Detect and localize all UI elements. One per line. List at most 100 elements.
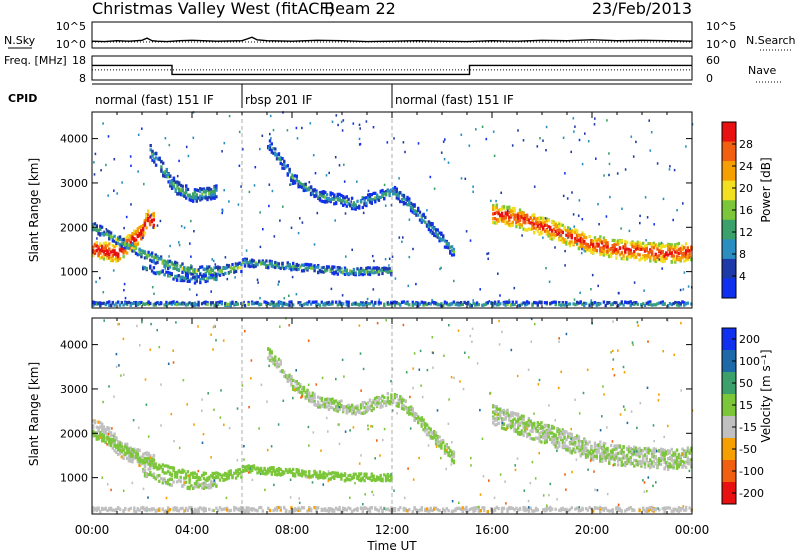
scatter-cell: [294, 474, 296, 477]
scatter-cell: [157, 224, 159, 226]
scatter-cell: [367, 298, 369, 300]
scatter-cell: [635, 256, 637, 259]
scatter-cell: [431, 299, 433, 301]
scatter-cell: [235, 262, 237, 264]
scatter-cell: [573, 117, 575, 119]
scatter-cell: [598, 223, 600, 225]
scatter-cell: [292, 276, 294, 278]
scatter-cell: [187, 470, 189, 473]
scatter-cell: [153, 459, 155, 462]
scatter-cell: [487, 258, 489, 260]
scatter-cell: [180, 476, 182, 479]
y-tick-label-0: 1000: [60, 266, 88, 279]
scatter-cell: [113, 235, 115, 238]
scatter-cell: [574, 441, 576, 444]
scatter-cell: [182, 188, 184, 191]
scatter-cell: [341, 267, 343, 269]
scatter-cell: [360, 143, 362, 145]
scatter-cell: [135, 247, 137, 250]
scatter-cell: [638, 253, 640, 256]
scatter-cell: [196, 294, 198, 296]
scatter-cell: [113, 269, 115, 271]
scatter-cell: [659, 258, 661, 260]
scatter-cell: [292, 468, 294, 471]
scatter-cell: [155, 152, 157, 155]
scatter-cell: [340, 478, 342, 481]
scatter-cell: [108, 135, 110, 137]
scatter-cell: [606, 245, 608, 248]
scatter-cell: [332, 121, 334, 123]
scatter-cell: [633, 155, 635, 157]
scatter-cell: [305, 183, 307, 186]
scatter-cell: [244, 264, 246, 267]
scatter-cell: [162, 269, 164, 272]
scatter-cell: [130, 165, 132, 167]
scatter-cell: [594, 123, 596, 125]
scatter-cell: [422, 418, 424, 421]
scatter-cell: [128, 448, 130, 451]
scatter-cell: [497, 422, 499, 425]
scatter-cell: [223, 189, 225, 191]
scatter-cell: [447, 242, 449, 245]
scatter-cell: [617, 172, 619, 174]
scatter-cell: [254, 184, 256, 186]
scatter-cell: [671, 261, 673, 264]
scatter-cell: [196, 473, 198, 476]
scatter-cell: [387, 396, 389, 399]
scatter-cell: [385, 205, 387, 207]
scatter-cell: [482, 126, 484, 128]
n-sky-label: N.Sky: [4, 34, 36, 47]
scatter-cell: [269, 139, 271, 142]
scatter-cell: [93, 161, 95, 163]
scatter-cell: [168, 255, 170, 257]
scatter-cell: [383, 396, 385, 399]
scatter-cell: [676, 245, 678, 248]
noise-left-tick-top: 10^5: [56, 20, 86, 33]
scatter-cell: [639, 222, 641, 224]
scatter-cell: [672, 219, 674, 221]
scatter-cell: [206, 303, 208, 306]
scatter-cell: [160, 301, 162, 304]
scatter-cell: [542, 217, 544, 220]
scatter-cell: [657, 162, 659, 164]
scatter-cell: [490, 200, 492, 202]
scatter-cell: [335, 201, 337, 204]
scatter-cell: [225, 256, 227, 258]
scatter-cell: [576, 243, 578, 245]
scatter-cell: [296, 175, 298, 178]
scatter-cell: [573, 130, 575, 132]
scatter-cell: [326, 302, 328, 304]
scatter-cell: [268, 147, 270, 149]
scatter-cell: [177, 175, 179, 177]
scatter-cell: [344, 474, 346, 477]
scatter-cell: [171, 473, 173, 476]
scatter-cell: [257, 279, 259, 281]
scatter-cell: [619, 445, 621, 448]
scatter-cell: [337, 124, 339, 126]
scatter-cell: [601, 460, 603, 463]
scatter-cell: [343, 119, 345, 121]
scatter-cell: [523, 139, 525, 141]
scatter-cell: [478, 303, 480, 306]
scatter-cell: [434, 188, 436, 190]
scatter-cell: [625, 168, 627, 170]
scatter-cell: [645, 239, 647, 241]
scatter-cell: [426, 423, 428, 426]
scatter-cell: [144, 232, 146, 235]
scatter-cell: [384, 184, 386, 186]
scatter-cell: [171, 484, 173, 487]
scatter-cell: [199, 281, 201, 284]
scatter-cell: [403, 141, 405, 143]
scatter-cell: [198, 268, 200, 270]
scatter-cell: [385, 193, 387, 196]
scatter-cell: [649, 257, 651, 260]
scatter-cell: [176, 264, 178, 267]
colorbar-cell-5: [722, 220, 736, 240]
scatter-cell: [347, 198, 349, 201]
scatter-cell: [579, 292, 581, 294]
scatter-cell: [564, 172, 566, 174]
feature-6: [492, 203, 693, 263]
scatter-cell: [442, 441, 444, 444]
scatter-cell: [110, 431, 112, 434]
